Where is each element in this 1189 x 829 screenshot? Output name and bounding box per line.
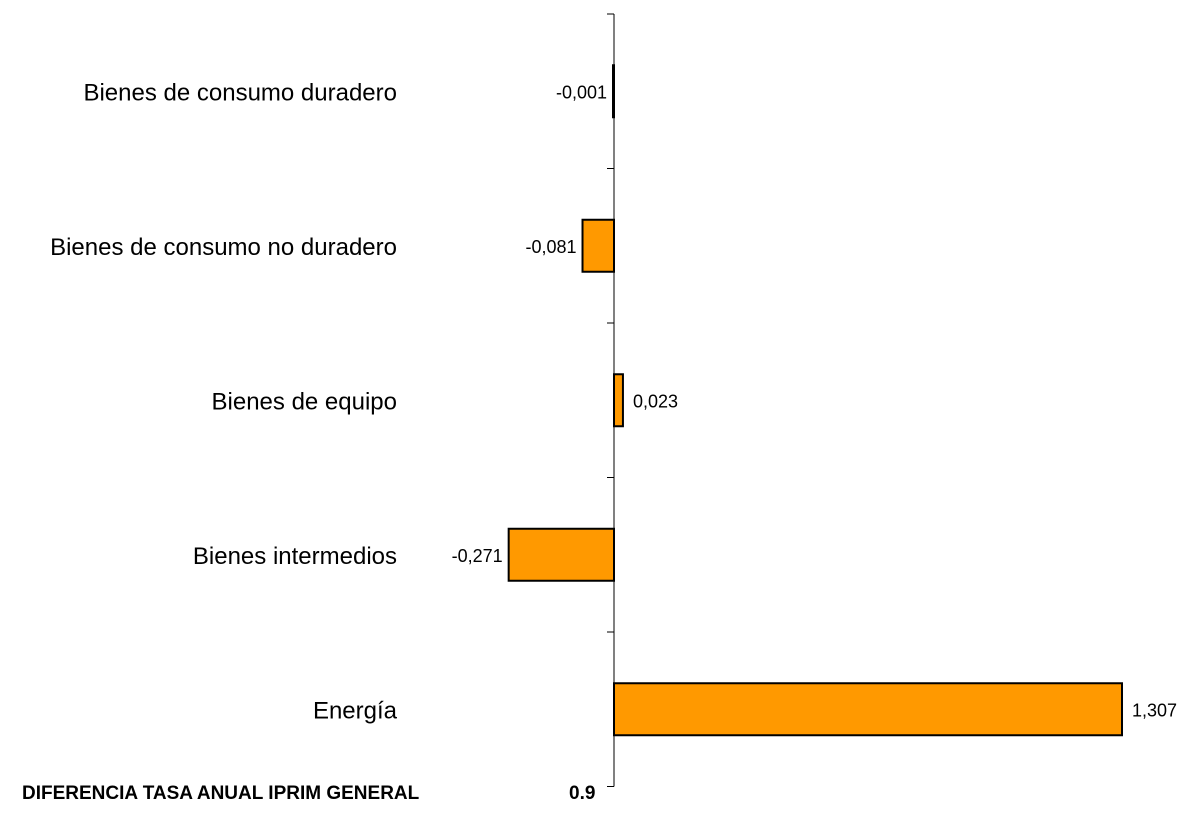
bar-layer (507, 64, 1123, 737)
data-label: -0,001 (556, 82, 607, 102)
data-label: -0,081 (525, 237, 576, 257)
category-label: Energía (313, 697, 398, 724)
bar (507, 527, 615, 582)
axis-layer (607, 13, 615, 787)
bar (613, 373, 624, 428)
footer-value: 0.9 (569, 783, 596, 804)
category-label: Bienes de consumo no duradero (50, 234, 397, 261)
label-layer: Bienes de consumo duradero -0,001 Bienes d… (50, 79, 1177, 724)
category-label: Bienes intermedios (193, 543, 397, 570)
bar (581, 218, 615, 273)
data-label: 0,023 (633, 391, 678, 411)
footer-label: DIFERENCIA TASA ANUAL IPRIM GENERAL (22, 783, 420, 804)
bar (613, 682, 1123, 737)
data-label: 1,307 (1132, 700, 1177, 720)
bar (612, 64, 615, 119)
category-label: Bienes de consumo duradero (83, 79, 397, 106)
category-label: Bienes de equipo (212, 388, 397, 415)
data-label: -0,271 (452, 546, 503, 566)
